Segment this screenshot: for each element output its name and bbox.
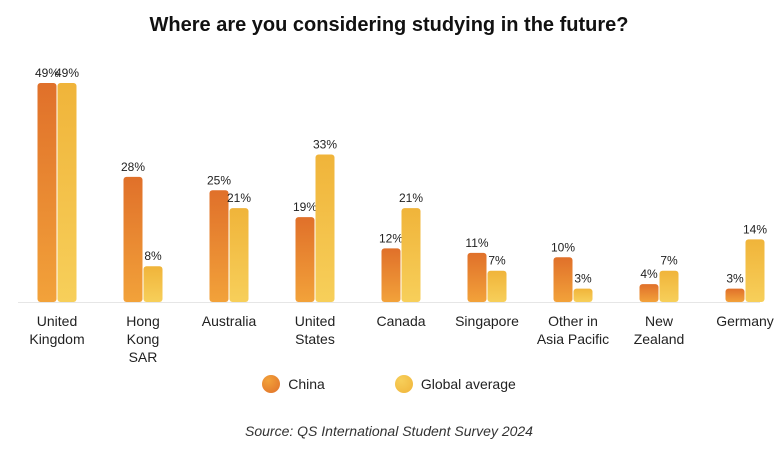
- category-label-1-line-1: Kong: [127, 331, 160, 347]
- bar-china-4: [381, 248, 401, 302]
- data-label-china-5: 11%: [465, 236, 488, 250]
- legend-item-global: Global average: [394, 375, 516, 393]
- chart-title: Where are you considering studying in th…: [149, 14, 629, 36]
- data-label-global-2: 21%: [227, 191, 251, 205]
- bar-global-3: [315, 154, 335, 302]
- data-label-china-2: 25%: [207, 173, 231, 187]
- legend-swatch-china: [262, 375, 281, 393]
- category-label-3-line-1: States: [295, 331, 335, 347]
- data-label-china-4: 12%: [379, 231, 403, 245]
- category-label-0-line-1: Kingdom: [29, 331, 84, 347]
- category-label-6-line-0: Other in: [548, 313, 598, 329]
- bar-china-6: [553, 257, 573, 302]
- bar-china-8: [725, 288, 745, 302]
- category-label-1-line-0: Hong: [126, 313, 159, 329]
- data-label-global-1: 8%: [144, 249, 162, 263]
- bar-china-2: [209, 190, 229, 302]
- bar-china-1: [123, 176, 143, 302]
- data-label-china-3: 19%: [293, 200, 317, 214]
- data-label-global-3: 33%: [313, 138, 337, 152]
- source-note: Source: QS International Student Survey …: [245, 423, 533, 439]
- category-label-4-line-0: Canada: [376, 313, 425, 329]
- category-label-2-line-0: Australia: [202, 313, 257, 329]
- legend-swatch-global: [394, 375, 413, 393]
- bar-china-7: [639, 284, 659, 302]
- category-label-8-line-0: Germany: [716, 313, 774, 329]
- category-label-7-line-1: Zealand: [634, 331, 685, 347]
- bar-global-5: [487, 270, 507, 302]
- bar-global-2: [229, 208, 249, 302]
- data-label-china-8: 3%: [726, 272, 744, 286]
- bar-global-4: [401, 208, 421, 302]
- legend-item-china: China: [262, 375, 325, 393]
- category-label-7-line-0: New: [645, 313, 674, 329]
- bar-china-3: [295, 217, 315, 302]
- data-label-global-5: 7%: [488, 254, 506, 268]
- bar-chart: 49%49%28%8%25%21%19%33%12%21%11%7%10%3% 4…: [18, 66, 774, 365]
- bar-china-0: [37, 83, 57, 302]
- data-label-china-7: 4%: [640, 267, 658, 281]
- data-label-china-6: 10%: [551, 240, 575, 254]
- bars-group: 49%49%28%8%25%21%19%33%12%21%11%7%10%3% 4…: [18, 66, 767, 303]
- bar-global-0: [57, 83, 77, 302]
- legend: China Global average: [0, 375, 778, 393]
- data-label-global-6: 3%: [574, 272, 592, 286]
- category-label-0-line-0: United: [37, 313, 77, 329]
- data-label-global-8: 14%: [743, 222, 767, 236]
- data-label-china-1: 28%: [121, 160, 145, 174]
- legend-label-china: China: [288, 376, 325, 392]
- bar-global-7: [659, 270, 679, 302]
- bar-global-6: [573, 288, 593, 302]
- data-label-china-0: 49%: [35, 66, 59, 80]
- bar-china-5: [467, 252, 487, 302]
- legend-label-global: Global average: [420, 376, 516, 392]
- category-labels: United Kingdom Hong Kong SAR Australia United S…: [29, 313, 773, 365]
- data-label-global-7: 7%: [660, 254, 678, 268]
- category-label-6-line-1: Asia Pacific: [537, 331, 609, 347]
- data-label-global-4: 21%: [399, 191, 423, 205]
- bar-global-1: [143, 266, 163, 302]
- category-label-3-line-0: United: [295, 313, 335, 329]
- bar-global-8: [745, 239, 765, 302]
- data-label-global-0: 49%: [55, 66, 79, 80]
- category-label-1-line-2: SAR: [129, 349, 158, 365]
- category-label-5-line-0: Singapore: [455, 313, 519, 329]
